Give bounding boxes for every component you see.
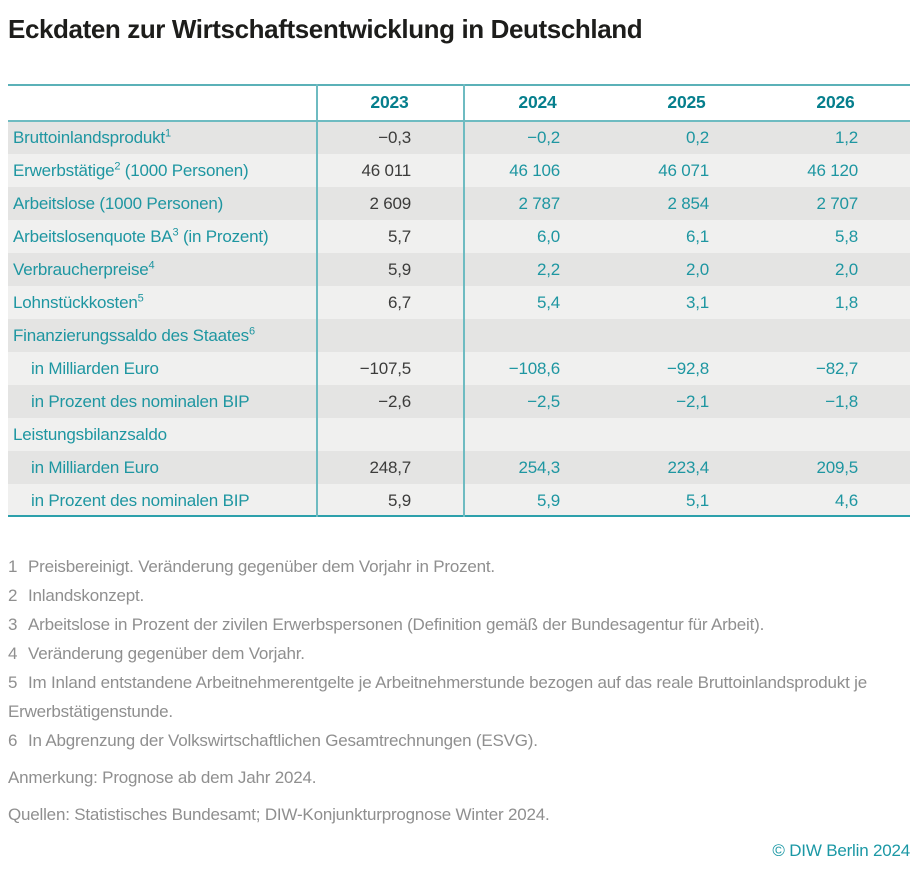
- vertical-rule-labels: [316, 84, 318, 517]
- footnotes: 1 Preisbereinigt. Veränderung gegenüber d…: [8, 552, 910, 755]
- value-cell: −92,8: [666, 358, 709, 378]
- value-cell: 1,8: [834, 292, 858, 312]
- row-label: Lohnstückkosten5: [13, 291, 144, 312]
- value-cell: −0,3: [378, 127, 411, 147]
- value-cell: 2 609: [369, 193, 411, 213]
- table-bottom-rule: [8, 514, 910, 517]
- column-header-2025: 2025: [667, 92, 706, 112]
- footnote: 3 Arbeitslose in Prozent der zivilen Erwe…: [8, 615, 765, 634]
- value-cell: −108,6: [508, 358, 560, 378]
- table-row: Erwerbstätige2 (1000 Personen) 46 011 46…: [8, 154, 910, 187]
- value-cell: 46 011: [361, 160, 411, 180]
- value-cell: −2,6: [378, 391, 411, 411]
- column-header-2023: 2023: [370, 92, 409, 112]
- table-row: in Prozent des nominalen BIP 5,9 5,9 5,1…: [8, 484, 910, 517]
- value-cell: 5,1: [685, 490, 709, 510]
- value-cell: 2,2: [536, 259, 560, 279]
- table-row: Bruttoinlandsprodukt1 −0,3 −0,2 0,2 1,2: [8, 121, 910, 154]
- value-cell: 46 106: [509, 160, 560, 180]
- table-top-rule: [8, 84, 910, 86]
- table-row: Verbraucherpreise4 5,9 2,2 2,0 2,0: [8, 253, 910, 286]
- row-label: Verbraucherpreise4: [13, 258, 155, 279]
- footnote: 5 Im Inland entstandene Arbeitnehmerentge…: [8, 673, 867, 721]
- value-cell: 6,7: [387, 292, 411, 312]
- value-cell: 2,0: [685, 259, 709, 279]
- page-title: Eckdaten zur Wirtschaftsentwicklung in D…: [8, 14, 643, 44]
- value-cell: 1,2: [834, 127, 858, 147]
- value-cell: 0,2: [685, 127, 709, 147]
- value-cell: −0,2: [527, 127, 560, 147]
- table-row: Arbeitslosenquote BA3 (in Prozent) 5,7 6…: [8, 220, 910, 253]
- value-cell: 2 787: [518, 193, 560, 213]
- row-label: in Milliarden Euro: [31, 358, 159, 378]
- value-cell: 5,8: [834, 226, 858, 246]
- value-cell: 223,4: [667, 457, 709, 477]
- header-bottom-rule: [8, 120, 910, 122]
- value-cell: 5,9: [387, 259, 411, 279]
- row-label: in Prozent des nominalen BIP: [31, 490, 250, 510]
- row-label: in Milliarden Euro: [31, 457, 159, 477]
- table-group-row: Finanzierungssaldo des Staates6: [8, 319, 910, 352]
- table-row: Lohnstückkosten5 6,7 5,4 3,1 1,8: [8, 286, 910, 319]
- row-label: Arbeitslosenquote BA3 (in Prozent): [13, 225, 269, 246]
- table-row: in Milliarden Euro 248,7 254,3 223,4 209…: [8, 451, 910, 484]
- value-cell: 4,6: [834, 490, 858, 510]
- row-label: Leistungsbilanzsaldo: [13, 424, 167, 444]
- copyright: © DIW Berlin 2024: [772, 841, 910, 860]
- footnote: 6 In Abgrenzung der Volkswirtschaftlichen…: [8, 731, 538, 750]
- value-cell: 5,9: [536, 490, 560, 510]
- value-cell: 3,1: [685, 292, 709, 312]
- value-cell: 5,9: [387, 490, 411, 510]
- value-cell: 5,7: [387, 226, 411, 246]
- remark: Anmerkung: Prognose ab dem Jahr 2024.: [8, 768, 317, 787]
- table-row: in Milliarden Euro −107,5 −108,6 −92,8 −…: [8, 352, 910, 385]
- value-cell: 46 120: [807, 160, 858, 180]
- table-row: Arbeitslose (1000 Personen) 2 609 2 787 …: [8, 187, 910, 220]
- page: Eckdaten zur Wirtschaftsentwicklung in D…: [8, 14, 910, 824]
- row-label: Erwerbstätige2 (1000 Personen): [13, 159, 249, 180]
- value-cell: 2 707: [816, 193, 858, 213]
- row-label: Arbeitslose (1000 Personen): [13, 193, 224, 213]
- value-cell: 254,3: [518, 457, 560, 477]
- value-cell: −2,1: [676, 391, 709, 411]
- value-cell: −107,5: [359, 358, 411, 378]
- economic-table: 2023 2024 2025 2026 Bruttoinlandsprodukt…: [8, 84, 910, 517]
- row-label: in Prozent des nominalen BIP: [31, 391, 250, 411]
- value-cell: −1,8: [825, 391, 858, 411]
- table-row: in Prozent des nominalen BIP −2,6 −2,5 −…: [8, 385, 910, 418]
- value-cell: 46 071: [658, 160, 709, 180]
- footnote: 4 Veränderung gegenüber dem Vorjahr.: [8, 644, 305, 663]
- value-cell: −2,5: [527, 391, 560, 411]
- table-group-row: Leistungsbilanzsaldo: [8, 418, 910, 451]
- table-header-row: 2023 2024 2025 2026: [8, 84, 910, 121]
- row-label: Bruttoinlandsprodukt1: [13, 126, 171, 147]
- footnote: 2 Inlandskonzept.: [8, 586, 145, 605]
- value-cell: 6,0: [536, 226, 560, 246]
- value-cell: −82,7: [815, 358, 858, 378]
- value-cell: 5,4: [536, 292, 560, 312]
- sources: Quellen: Statistisches Bundesamt; DIW-Ko…: [8, 805, 550, 824]
- column-header-2024: 2024: [518, 92, 557, 112]
- value-cell: 6,1: [685, 226, 709, 246]
- value-cell: 209,5: [816, 457, 858, 477]
- value-cell: 2 854: [667, 193, 709, 213]
- value-cell: 2,0: [834, 259, 858, 279]
- row-label: Finanzierungssaldo des Staates6: [13, 324, 255, 345]
- footnote: 1 Preisbereinigt. Veränderung gegenüber d…: [8, 557, 495, 576]
- vertical-rule-forecast: [463, 84, 465, 517]
- column-header-2026: 2026: [816, 92, 855, 112]
- value-cell: 248,7: [369, 457, 411, 477]
